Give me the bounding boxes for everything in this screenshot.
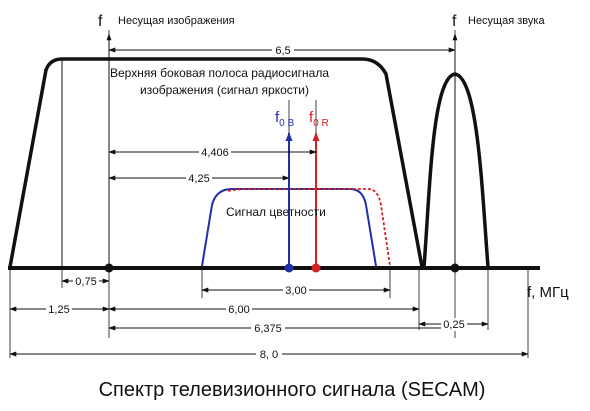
sound-carrier-label: Несущая звука [468,15,545,27]
f0b-carrier-dot [284,263,294,273]
f0b-label-main: f [275,109,280,126]
upper-sideband-label-line2: изображения (сигнал яркости) [140,83,309,97]
dim-3-00: 3,00 [285,285,306,297]
dim-0-75: 0,75 [75,276,96,288]
upper-sideband-label-line1: Верхняя боковая полоса радиосигнала [110,66,329,80]
luminance-band [8,57,424,268]
f0b-label-sub: 0 B [279,118,294,129]
f0r-label-sub: 0 R [313,118,329,129]
dim-8-0: 8, 0 [260,349,278,361]
f0r-label-main: f [309,109,314,126]
dim-6-00: 6,00 [228,304,249,316]
diagram-caption: Спектр телевизионного сигнала (SECAM) [99,379,486,401]
sound-carrier-f-symbol: f [452,13,457,30]
chroma-curve-red-dashed [227,188,391,267]
f0r-label: f0 R [309,109,329,129]
dim-4-406: 4,406 [201,147,229,159]
chroma-curve-blue [201,188,377,267]
label-backgrounds [46,43,467,362]
f0b-label: f0 B [275,109,295,129]
picture-carrier-f-symbol: f [98,13,103,30]
dim-6-375: 6,375 [254,323,282,335]
chroma-signal-label: Сигнал цветности [226,205,326,219]
picture-carrier-label: Несущая изображения [118,15,235,27]
sound-band [422,72,490,268]
dim-6-5: 6,5 [275,45,290,57]
frequency-axis-label: f, МГц [527,284,569,301]
dim-4-25: 4,25 [188,173,209,185]
dim-1-25: 1,25 [48,304,69,316]
f0r-carrier-dot [311,263,321,273]
dim-0-25: 0,25 [443,319,464,331]
